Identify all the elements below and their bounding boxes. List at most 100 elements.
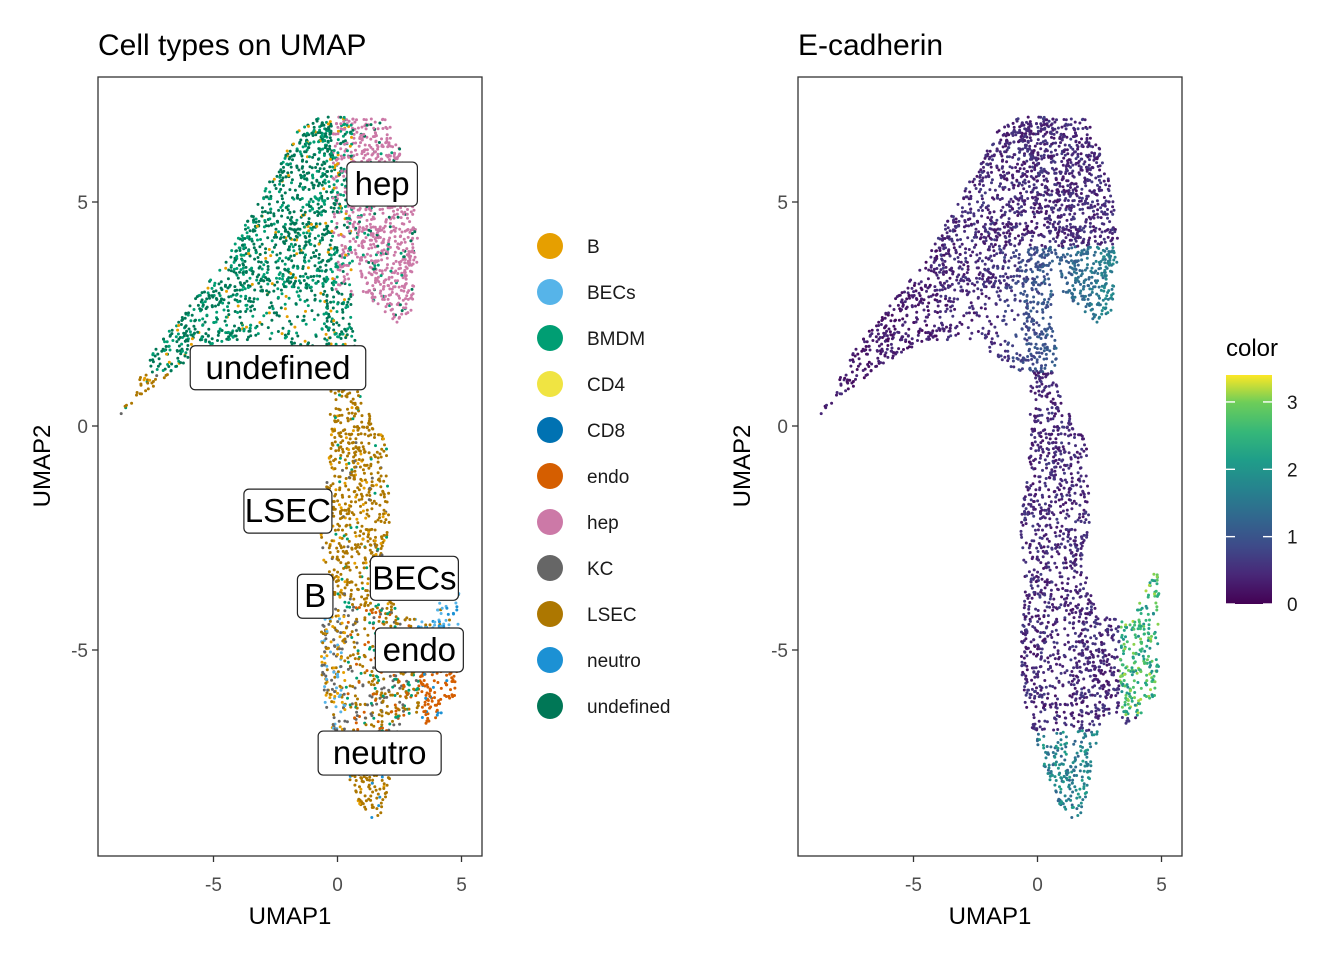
point-undefined <box>270 304 274 308</box>
point-ecad <box>1070 259 1073 263</box>
point-ecad <box>1082 230 1086 234</box>
point-undefined <box>269 211 273 214</box>
point-undefined <box>280 259 284 263</box>
point-B <box>294 276 298 280</box>
point-BMDM <box>331 234 335 238</box>
point-ecad <box>1074 192 1078 196</box>
point-BMDM <box>343 122 347 126</box>
point-B <box>324 332 328 336</box>
point-LSEC <box>379 455 383 459</box>
point-BMDM <box>350 636 354 639</box>
point-ecad <box>1084 199 1087 203</box>
point-undefined <box>175 340 179 344</box>
point-LSEC <box>380 447 384 451</box>
point-LSEC <box>380 537 384 540</box>
point-hep <box>364 227 368 231</box>
point-hep <box>362 150 366 154</box>
point-LSEC <box>364 558 367 561</box>
point-BMDM <box>318 150 321 154</box>
point-ecad <box>1106 297 1110 301</box>
point-BMDM <box>255 233 259 237</box>
point-hep <box>364 208 368 212</box>
point-ecad <box>1043 132 1047 136</box>
point-undefined <box>217 331 221 335</box>
point-BMDM <box>335 275 339 279</box>
point-B <box>329 309 333 313</box>
point-hep <box>392 213 396 217</box>
point-ecad <box>1079 157 1083 161</box>
point-hep <box>404 282 407 286</box>
point-ecad <box>1092 209 1095 213</box>
point-LSEC <box>360 494 364 498</box>
point-LSEC <box>372 724 376 728</box>
point-hep <box>398 296 401 300</box>
point-BMDM <box>180 349 184 353</box>
point-ecad <box>1049 123 1053 127</box>
point-LSEC <box>375 450 379 454</box>
point-hep <box>398 315 401 319</box>
point-endo <box>422 679 426 682</box>
point-undefined <box>177 344 181 348</box>
point-undefined <box>248 329 252 333</box>
point-hep <box>408 261 412 265</box>
point-undefined <box>254 333 258 337</box>
point-ecad <box>1103 261 1107 265</box>
point-hep <box>352 237 355 241</box>
point-KC <box>330 687 334 691</box>
point-undefined <box>217 282 221 286</box>
point-hep <box>368 265 372 269</box>
point-LSEC <box>348 568 352 572</box>
point-BMDM <box>246 236 250 240</box>
point-undefined <box>387 215 391 219</box>
point-hep <box>363 143 367 147</box>
point-undefined <box>323 279 327 283</box>
point-undefined <box>329 300 333 304</box>
point-KC <box>342 692 346 696</box>
point-LSEC <box>334 666 338 670</box>
point-ecad <box>1042 174 1046 178</box>
point-BMDM <box>298 233 302 237</box>
point-LSEC <box>355 493 359 497</box>
point-BMDM <box>240 258 244 262</box>
point-undefined <box>289 254 293 258</box>
point-LSEC <box>357 458 361 461</box>
point-ecad <box>1098 242 1102 246</box>
point-BMDM <box>222 308 226 312</box>
point-B <box>344 436 348 440</box>
point-LSEC <box>355 565 359 569</box>
point-KC <box>352 605 356 609</box>
point-LSEC <box>327 546 331 550</box>
point-B <box>329 433 333 437</box>
point-hep <box>403 258 407 261</box>
point-LSEC <box>347 495 351 499</box>
point-LSEC <box>353 543 357 547</box>
point-neutro <box>455 605 459 609</box>
point-hep <box>389 281 393 285</box>
point-ecad <box>1090 165 1094 169</box>
point-LSEC <box>164 373 168 377</box>
point-ecad <box>1104 199 1108 203</box>
point-undefined <box>229 255 233 259</box>
point-undefined <box>187 327 191 331</box>
point-LSEC <box>370 679 374 683</box>
point-hep <box>373 245 377 249</box>
point-undefined <box>162 337 165 341</box>
point-undefined <box>292 154 296 158</box>
point-hep <box>378 236 382 239</box>
point-BMDM <box>239 268 243 272</box>
point-B <box>331 625 335 628</box>
point-hep <box>392 312 395 316</box>
point-LSEC <box>350 470 354 474</box>
point-BMDM <box>386 612 390 616</box>
point-BMDM <box>201 317 205 321</box>
point-undefined <box>367 261 371 264</box>
point-BMDM <box>350 132 354 136</box>
point-LSEC <box>378 452 382 456</box>
point-undefined <box>305 160 309 164</box>
point-endo <box>349 633 353 637</box>
point-LSEC <box>370 806 374 809</box>
point-undefined <box>320 163 324 167</box>
point-undefined <box>207 327 211 331</box>
point-hep <box>367 289 371 293</box>
point-hep <box>405 294 409 298</box>
